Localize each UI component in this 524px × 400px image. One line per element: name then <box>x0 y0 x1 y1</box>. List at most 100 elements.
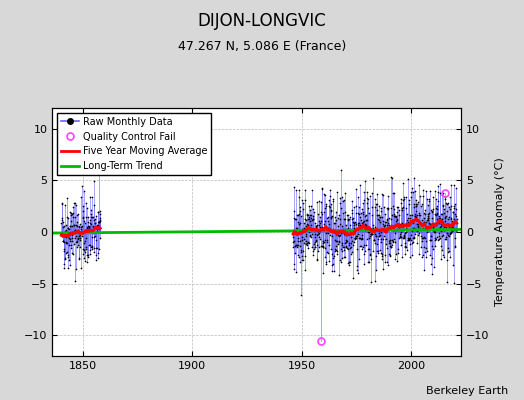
Point <box>76 244 84 250</box>
Point <box>339 225 347 232</box>
Point <box>321 237 330 243</box>
Point <box>314 228 323 234</box>
Point <box>345 222 354 228</box>
Point <box>337 223 346 229</box>
Point <box>350 222 358 228</box>
Point <box>340 230 348 237</box>
Point <box>324 250 333 256</box>
Point <box>426 224 434 231</box>
Point <box>308 231 316 237</box>
Point <box>75 255 84 262</box>
Point <box>93 222 101 228</box>
Point <box>345 216 353 222</box>
Point <box>441 196 449 202</box>
Point <box>410 211 419 217</box>
Point <box>428 215 436 222</box>
Point <box>417 244 425 250</box>
Point <box>400 230 409 236</box>
Point <box>441 235 449 242</box>
Point <box>81 246 90 252</box>
Point <box>93 250 102 256</box>
Point <box>446 229 455 236</box>
Point <box>370 236 378 243</box>
Point <box>324 258 333 264</box>
Point <box>81 258 89 264</box>
Point <box>359 218 368 224</box>
Point <box>368 204 376 210</box>
Point <box>427 232 435 239</box>
Point <box>368 248 377 254</box>
Point <box>451 243 460 250</box>
Point <box>393 258 401 264</box>
Point <box>314 234 323 240</box>
Point <box>319 242 328 249</box>
Point <box>357 220 366 226</box>
Point <box>421 188 430 194</box>
Point <box>369 226 377 232</box>
Point <box>94 218 102 225</box>
Point <box>76 221 84 228</box>
Point <box>302 223 310 229</box>
Point <box>413 240 421 246</box>
Point <box>449 208 457 215</box>
Point <box>302 217 310 223</box>
Point <box>381 229 390 235</box>
Point <box>72 244 81 250</box>
Point <box>351 235 359 241</box>
Point <box>313 231 322 237</box>
Point <box>435 224 444 230</box>
Point <box>303 242 311 248</box>
Point <box>400 233 409 239</box>
Point <box>89 202 97 208</box>
Point <box>87 221 95 228</box>
Point <box>442 236 450 242</box>
Point <box>400 251 409 257</box>
Point <box>364 225 372 231</box>
Point <box>409 220 418 226</box>
Point <box>333 188 342 195</box>
Point <box>431 211 440 217</box>
Point <box>77 230 85 236</box>
Point <box>302 232 311 239</box>
Point <box>372 266 380 273</box>
Point <box>416 226 424 232</box>
Point <box>70 241 78 247</box>
Point <box>68 232 77 239</box>
Point <box>325 204 334 211</box>
Point <box>83 214 92 221</box>
Point <box>440 224 448 230</box>
Point <box>289 238 298 245</box>
Point <box>83 259 91 265</box>
Point <box>339 198 347 204</box>
Point <box>309 216 318 222</box>
Point <box>431 235 440 241</box>
Point <box>446 193 454 200</box>
Point <box>312 223 321 230</box>
Point <box>452 226 460 233</box>
Point <box>65 256 73 263</box>
Point <box>70 200 78 206</box>
Point <box>318 210 326 217</box>
Point <box>324 217 332 224</box>
Point <box>452 206 461 212</box>
Point <box>434 182 442 189</box>
Point <box>376 250 385 256</box>
Point <box>340 254 348 260</box>
Point <box>307 215 315 221</box>
Point <box>301 197 309 204</box>
Point <box>347 226 355 232</box>
Point <box>328 267 336 274</box>
Point <box>82 214 91 220</box>
Point <box>321 218 329 224</box>
Point <box>432 205 440 212</box>
Point <box>417 221 425 228</box>
Point <box>332 217 340 224</box>
Point <box>64 226 73 232</box>
Point <box>94 254 103 261</box>
Point <box>384 192 392 199</box>
Point <box>87 244 95 250</box>
Point <box>89 230 97 237</box>
Point <box>358 245 366 252</box>
Point <box>430 223 438 229</box>
Point <box>328 213 336 220</box>
